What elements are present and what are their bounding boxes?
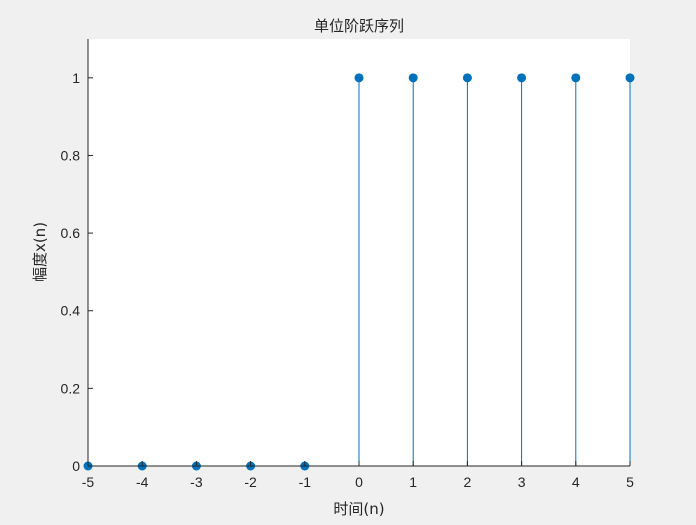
x-tick-label: -4: [136, 474, 149, 490]
x-tick-label: -2: [244, 474, 257, 490]
stem-marker: [408, 73, 418, 83]
stem-marker: [517, 73, 527, 83]
chart-title: 单位阶跃序列: [314, 17, 404, 35]
y-tick-label: 0.4: [61, 303, 81, 319]
x-tick-label: 5: [626, 474, 634, 490]
x-tick-label: -5: [82, 474, 95, 490]
x-tick-label: 4: [572, 474, 580, 490]
y-tick-label: 0.2: [61, 380, 81, 396]
y-tick-label: 1: [72, 70, 80, 86]
x-tick-label: -1: [299, 474, 312, 490]
stem-marker: [571, 73, 581, 83]
x-tick-label: 0: [355, 474, 363, 490]
x-axis-label: 时间(n): [333, 500, 384, 518]
x-tick-label: 2: [464, 474, 472, 490]
x-tick-label: -3: [190, 474, 203, 490]
y-tick-label: 0.6: [61, 225, 81, 241]
y-tick-label: 0.8: [61, 147, 81, 163]
x-tick-label: 1: [409, 474, 417, 490]
stem-marker: [462, 73, 472, 83]
y-tick-label: 0: [72, 458, 80, 474]
y-axis-label: 幅度x(n): [31, 222, 49, 282]
x-tick-label: 3: [518, 474, 526, 490]
stem-marker: [625, 73, 635, 83]
stem-marker: [354, 73, 364, 83]
